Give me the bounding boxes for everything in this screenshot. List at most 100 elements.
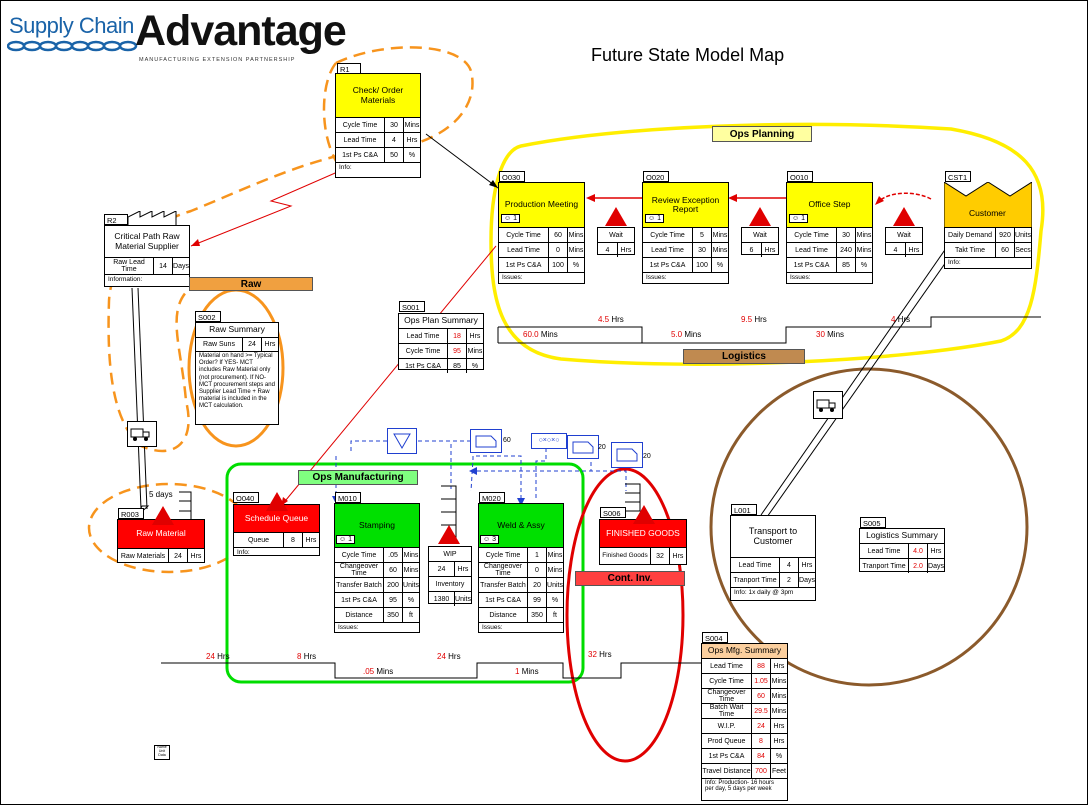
truck-icon-raw xyxy=(127,421,157,447)
wait-box-2[interactable]: Wait 6 Hrs xyxy=(741,227,779,257)
logo-supply-chain: Supply Chain xyxy=(9,13,134,38)
m010-process-box[interactable]: Stamping Cycle Time .05 Mins Changeover Ti… xyxy=(334,503,420,633)
timeline-top-f: 4 Hrs xyxy=(891,315,911,324)
s005-name: Logistics Summary xyxy=(860,529,944,544)
o040-id: O040 xyxy=(233,492,259,503)
s005-id: S005 xyxy=(860,517,886,528)
wait-box-1[interactable]: Wait 4 Hrs xyxy=(597,227,635,257)
o020-name: Review Exception Report xyxy=(643,183,728,228)
ops-planning-loop xyxy=(489,122,1045,366)
logistics-circle xyxy=(709,367,1029,687)
kanban-triangle-icon xyxy=(387,428,417,454)
finished-goods-oval xyxy=(565,467,685,763)
s006-id: S006 xyxy=(600,507,626,518)
o040-queue-icon xyxy=(266,492,288,511)
timeline-bottom-d: 24 Hrs xyxy=(437,652,461,661)
r003-inventory-box[interactable]: Raw Material Raw Materials 24 Hrs xyxy=(117,519,205,563)
logo-advantage: Advantage xyxy=(135,7,347,55)
logistics-label: Logistics xyxy=(683,349,805,364)
s002-name: Raw Summary xyxy=(196,323,278,338)
s004-summary-box[interactable]: Ops Mfg. Summary Lead Time 88 Hrs Cycle Ti… xyxy=(701,643,788,801)
ops-manufacturing-label: Ops Manufacturing xyxy=(298,470,418,485)
timeline-top-e: 30 Mins xyxy=(816,330,845,339)
timeline-bottom-f: 32 Hrs xyxy=(588,650,612,659)
wait-triangle-1 xyxy=(605,207,627,226)
wait-box-3[interactable]: Wait 4 Hrs xyxy=(885,227,923,257)
timeline-bottom-b: 8 Hrs xyxy=(297,652,317,661)
map-title: Future State Model Map xyxy=(591,45,785,65)
r003-days: 5 days xyxy=(149,490,173,499)
r2-supplier-box[interactable]: Critical Path Raw Material Supplier Raw … xyxy=(104,225,190,287)
cst1-id: CST1 xyxy=(945,171,971,182)
kanban-card-icon-2 xyxy=(567,435,599,459)
legend-box: Name Unit Data xyxy=(154,745,170,760)
m020-operator-icon: ☺ 3 xyxy=(480,535,499,544)
raw-label: Raw xyxy=(189,277,313,291)
s006-name: FINISHED GOODS xyxy=(600,520,686,548)
s002-info: Material on hand >= Typical Order? If YE… xyxy=(199,353,275,410)
wip-inventory-icon xyxy=(438,525,460,544)
m020-process-box[interactable]: Weld & Assy Cycle Time 1 Mins Changeover T… xyxy=(478,503,564,633)
timeline-top-d: 9.5 Hrs xyxy=(741,315,767,324)
l001-transport-box[interactable]: Transport to Customer Lead Time 4 Hrs Tran… xyxy=(730,515,816,601)
kanban-qty-2: 20 xyxy=(598,444,606,451)
cst1-customer-box[interactable]: Daily Demand 920 Units Takt Time 60 Secs Inf… xyxy=(944,227,1032,269)
o010-operator-icon: ☺ 1 xyxy=(789,214,808,223)
kanban-qty-1: 60 xyxy=(503,437,511,444)
l001-name: Transport to Customer xyxy=(731,516,815,558)
logo-subtitle: MANUFACTURING EXTENSION PARTNERSHIP xyxy=(139,57,296,63)
s006-inventory-icon xyxy=(633,505,655,524)
wip-box[interactable]: WIP 24 Hrs Inventory 1380 Units xyxy=(428,546,472,606)
timeline-bottom-c: .05 Mins xyxy=(363,667,394,676)
o020-id: O020 xyxy=(643,171,669,182)
s006-inventory-box[interactable]: FINISHED GOODS Finished Goods 32 Hrs xyxy=(599,519,687,565)
r1-id: R1 xyxy=(337,63,361,74)
l001-id: L001 xyxy=(731,504,757,515)
o010-process-box[interactable]: Office Step Cycle Time 30 Mins Lead Time 24… xyxy=(786,182,873,284)
timeline-top-b: 4.5 Hrs xyxy=(598,315,624,324)
r2-id: R2 xyxy=(104,214,128,225)
r1-info: Info: xyxy=(339,164,352,171)
o020-process-box[interactable]: Review Exception Report Cycle Time 5 Mins … xyxy=(642,182,729,284)
m020-id: M020 xyxy=(479,492,505,503)
r003-id: R003 xyxy=(118,508,144,519)
cst1-name: Customer xyxy=(969,208,1006,218)
r003-inventory-icon xyxy=(152,506,174,525)
r1-process-box[interactable]: Check/ Order Materials Cycle Time 30 Mins … xyxy=(335,73,421,178)
cont-inv-label: Cont. Inv. xyxy=(575,571,685,586)
r1-name: Check/ Order Materials xyxy=(336,74,420,118)
s001-summary-box[interactable]: Ops Plan Summary Lead Time 18 Hrs Cycle Ti… xyxy=(398,313,484,373)
truck-icon-logistics xyxy=(813,391,843,419)
kanban-post-icon: ○×○×○ xyxy=(531,433,567,449)
o020-operator-icon: ☺ 1 xyxy=(645,214,664,223)
s002-summary-box[interactable]: Raw Summary Raw Suns 24 Hrs Material on ha… xyxy=(195,322,279,425)
raw-supply-loop xyxy=(107,46,474,453)
wait-triangle-3 xyxy=(893,207,915,226)
timeline-top-c: 5.0 Mins xyxy=(671,330,702,339)
timeline-bottom-e: 1 Mins xyxy=(515,667,539,676)
o030-operator-icon: ☺ 1 xyxy=(501,214,520,223)
s004-name: Ops Mfg. Summary xyxy=(702,644,787,659)
timeline-top xyxy=(498,316,1041,344)
factory-icon xyxy=(127,210,190,229)
s005-summary-box[interactable]: Logistics Summary Lead Time 4.0 Hrs Tranpo… xyxy=(859,528,945,573)
s001-id: S001 xyxy=(399,301,425,312)
r2-name: Critical Path Raw Material Supplier xyxy=(105,226,189,258)
o030-process-box[interactable]: Production Meeting Cycle Time 60 Mins Lead… xyxy=(498,182,585,284)
o010-id: O010 xyxy=(787,171,813,182)
o030-id: O030 xyxy=(499,171,525,182)
customer-factory-icon xyxy=(943,181,1033,229)
raw-supply-loop-top xyxy=(322,62,338,162)
logo-chain-icon xyxy=(6,39,139,52)
company-logo: Supply Chain Advantage MANUFACTURING EXT… xyxy=(6,7,347,67)
kanban-qty-3: 20 xyxy=(643,453,651,460)
timeline-bottom-a: 24 Hrs xyxy=(206,652,230,661)
o040-queue-box[interactable]: Schedule Queue Queue 8 Hrs Info: xyxy=(233,504,320,556)
ops-planning-label: Ops Planning xyxy=(712,126,812,142)
wait-triangle-2 xyxy=(749,207,771,226)
m010-id: M010 xyxy=(335,492,361,503)
s001-name: Ops Plan Summary xyxy=(399,314,483,329)
s004-id: S004 xyxy=(702,632,728,643)
